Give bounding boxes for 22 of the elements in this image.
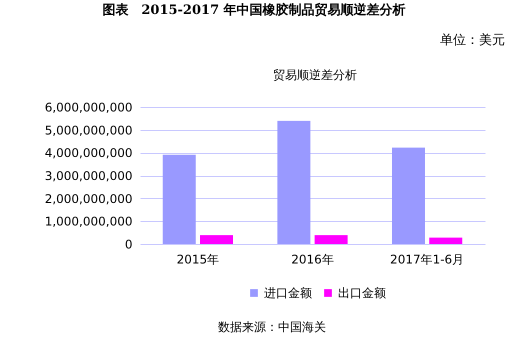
y-tick-label: 5,000,000,000 xyxy=(44,123,132,138)
bar xyxy=(392,148,425,244)
bar xyxy=(200,235,234,244)
chart-title: 图表 2015-2017 年中国橡胶制品贸易顺逆差分析 xyxy=(102,2,406,18)
y-tick-label: 2,000,000,000 xyxy=(44,192,132,206)
y-tick-label: 1,000,000,000 xyxy=(44,214,132,229)
bar xyxy=(314,235,348,244)
x-tick-label: 2015年 xyxy=(176,252,220,266)
y-tick-label: 4,000,000,000 xyxy=(44,146,132,160)
y-tick-label: 0 xyxy=(124,238,132,252)
text: 单位：美元 xyxy=(440,32,505,48)
legend-label: 进口金额 xyxy=(264,286,312,300)
legend-label: 出口金额 xyxy=(338,286,386,300)
chart-subtitle: 贸易顺逆差分析 xyxy=(273,68,357,82)
y-tick-label: 6,000,000,000 xyxy=(44,100,132,114)
y-tick-label: 3,000,000,000 xyxy=(44,169,132,183)
bar xyxy=(429,238,462,244)
source-note: 数据来源：中国海关 xyxy=(218,320,326,334)
bar xyxy=(162,154,196,244)
x-tick-label: 2016年 xyxy=(291,252,334,266)
x-tick-label: 2017年1-6月 xyxy=(390,252,464,266)
bar xyxy=(277,120,310,244)
